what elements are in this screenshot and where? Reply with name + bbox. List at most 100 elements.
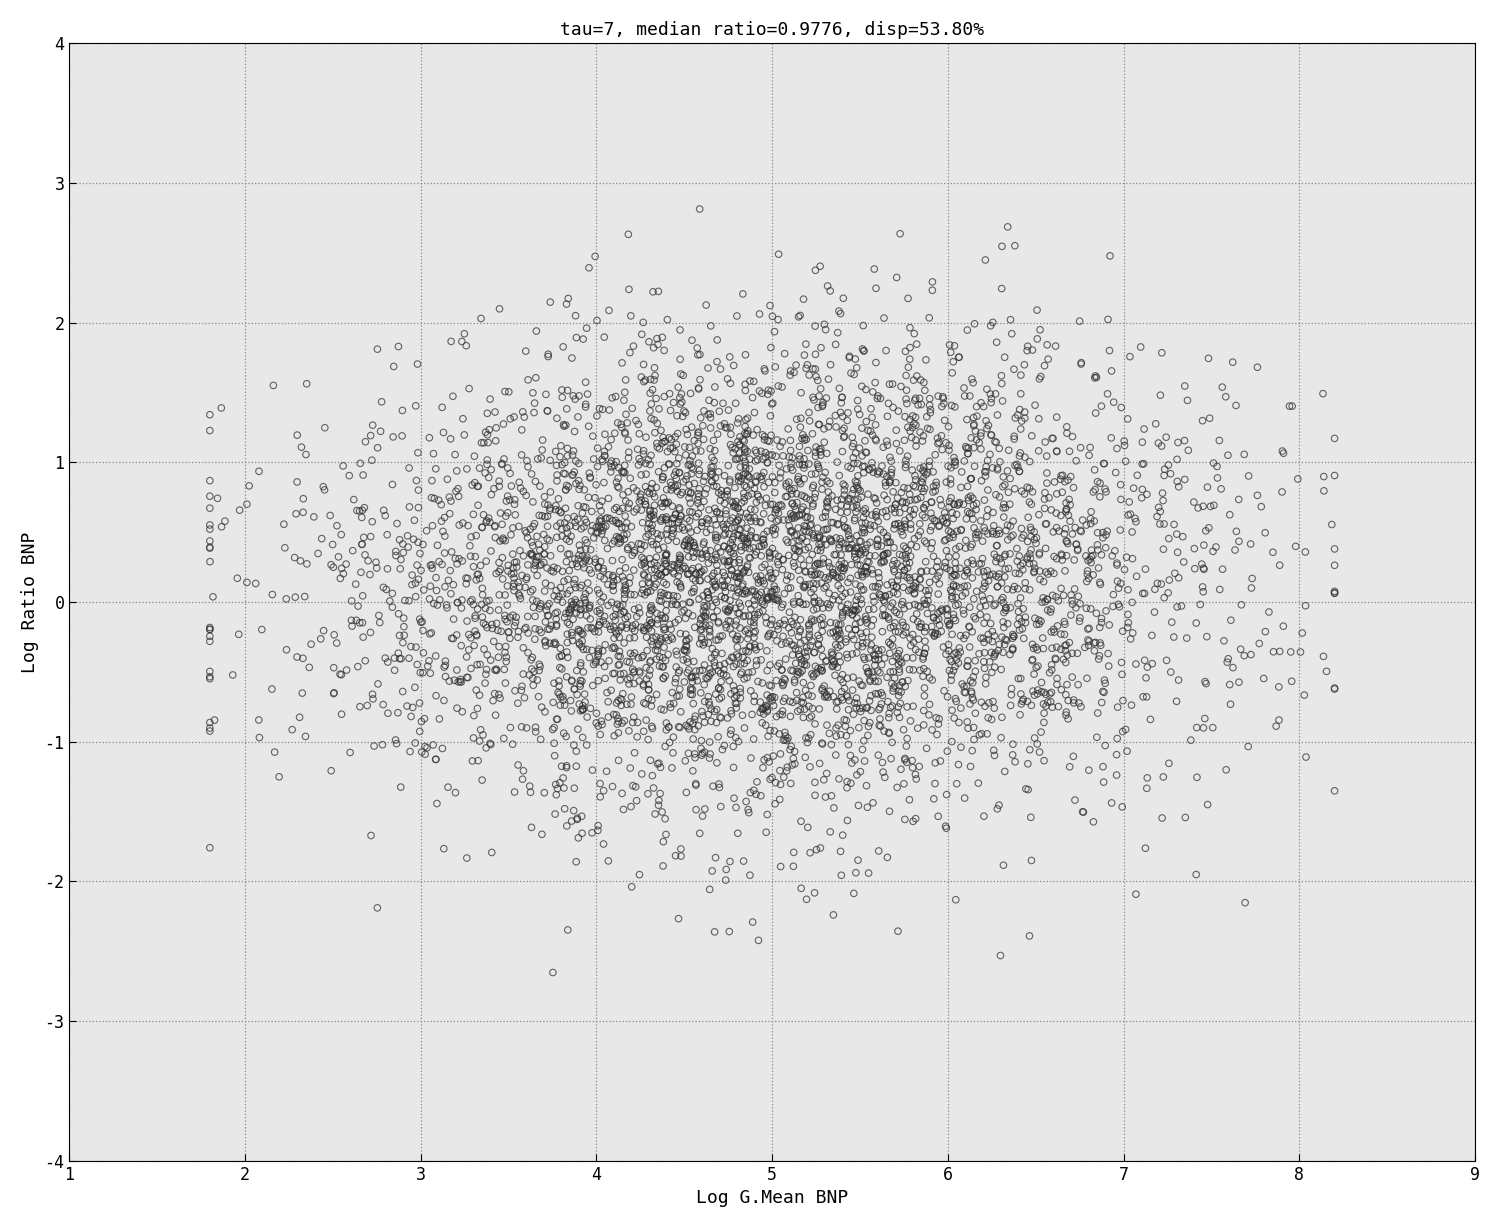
Point [675,540,699,560]
Point [845,476,869,496]
Point [528,554,552,573]
Point [1133,559,1157,578]
Point [714,615,738,635]
Point [198,405,222,425]
Point [764,500,788,519]
Point [572,517,596,537]
Point [818,723,842,743]
Point [608,664,632,684]
Point [758,689,782,709]
Point [695,508,719,528]
Point [492,728,516,748]
Point [585,815,609,835]
Point [636,513,660,533]
Point [696,570,720,589]
Point [617,674,641,694]
Point [716,400,740,420]
Point [956,490,980,510]
Point [647,591,671,610]
Point [725,645,749,664]
Point [702,922,726,942]
Point [705,555,729,575]
Point [994,598,1018,618]
Point [998,309,1022,329]
Point [713,465,737,485]
Point [714,860,738,879]
Point [904,573,928,593]
Point [973,613,997,632]
Point [672,640,696,659]
Point [962,416,986,436]
Point [654,544,678,564]
Point [450,551,474,571]
Point [713,519,737,539]
Point [752,699,776,718]
Point [808,659,832,679]
Point [962,408,986,427]
Point [877,609,901,629]
Point [953,566,977,586]
Point [824,335,848,355]
Point [321,684,345,704]
Point [823,666,847,685]
Point [881,481,905,501]
Point [668,686,692,706]
Point [744,651,769,670]
Point [609,518,633,538]
Point [827,646,851,666]
Point [1027,441,1051,460]
Point [473,673,497,693]
Point [943,565,967,585]
Point [618,668,642,688]
Point [767,456,791,475]
Point [750,449,775,469]
Point [820,486,844,506]
Point [929,397,953,416]
Point [642,569,666,588]
Point [845,473,869,492]
Point [931,388,955,408]
Point [1165,691,1189,711]
Point [805,575,829,594]
Point [564,451,588,470]
Point [773,670,797,690]
Point [767,653,791,673]
Point [1112,431,1136,451]
Point [841,484,865,503]
Point [396,526,420,545]
Point [791,497,815,517]
Point [757,381,781,400]
Point [350,534,374,554]
Point [979,445,1003,464]
Point [835,771,859,791]
Point [587,583,611,603]
Point [689,441,713,460]
Point [701,431,725,451]
Point [881,593,905,613]
Point [698,695,722,715]
Point [620,619,644,639]
Point [621,674,645,694]
Point [1055,675,1079,695]
Point [563,512,587,532]
Point [1046,616,1070,636]
Point [444,481,468,501]
Point [600,534,624,554]
Point [1027,370,1051,389]
Point [588,518,612,538]
Point [465,599,489,619]
Point [335,661,359,680]
Point [731,527,755,546]
Point [738,682,763,701]
Point [728,655,752,674]
Point [1115,742,1139,761]
Point [750,758,775,777]
Point [591,781,615,801]
Point [830,597,854,616]
Point [781,460,805,480]
Point [935,612,959,631]
Point [875,507,899,527]
Point [690,416,714,436]
Point [932,511,956,530]
Point [857,648,881,668]
